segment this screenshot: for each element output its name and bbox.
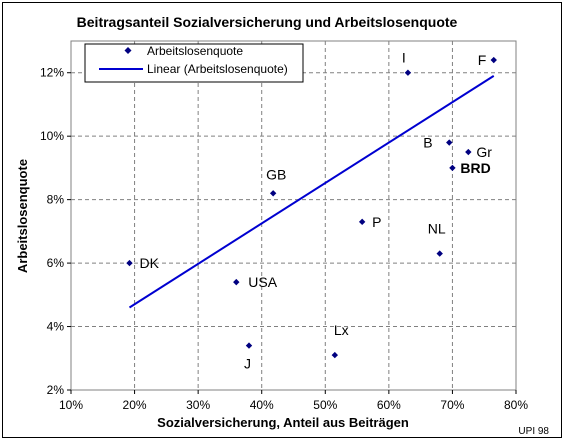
data-point-lx <box>331 351 339 359</box>
point-label-f: F <box>478 52 487 68</box>
point-label-j: J <box>244 356 251 372</box>
trendline-layer <box>128 75 495 309</box>
trendline <box>128 75 495 309</box>
y-axis-title: Arbeitslosenquote <box>15 159 30 273</box>
data-point-gb <box>269 190 277 197</box>
data-point-dk <box>126 259 133 267</box>
x-tick-label: 70% <box>440 398 464 412</box>
tick-labels: 10% 20% 30% 40% 50% 60% 70% 80% 2% 4% 6% 8% 10% 12% <box>40 66 528 412</box>
legend-entry-trendline: Linear (Arbeitslosenquote) <box>147 62 288 76</box>
legend-diamond-marker <box>124 47 132 54</box>
x-axis-title: Sozialversicherung, Anteil aus Beiträgen <box>157 415 409 430</box>
data-point-j <box>245 342 253 349</box>
y-tick-label: 2% <box>47 383 65 397</box>
point-label-usa: USA <box>248 274 277 290</box>
credit-text: UPI 98 <box>518 426 549 437</box>
data-point-p <box>358 218 366 226</box>
point-label-brd: BRD <box>460 160 490 176</box>
legend-entry-points: Arbeitslosenquote <box>147 44 243 58</box>
x-tick-label: 80% <box>504 398 528 412</box>
chart-title: Beitragsanteil Sozialversicherung und Ar… <box>77 14 458 30</box>
plot-area <box>70 40 517 391</box>
x-tick-label: 60% <box>377 398 401 412</box>
x-tick-label: 30% <box>186 398 210 412</box>
data-point-i <box>404 69 412 76</box>
data-point-usa <box>233 278 240 286</box>
legend-box <box>84 43 304 83</box>
point-label-dk: DK <box>139 255 159 271</box>
data-point-b <box>446 139 453 146</box>
chart-svg: Beitragsanteil Sozialversicherung und Ar… <box>15 14 549 437</box>
data-point-gr <box>465 148 472 156</box>
data-point-nl <box>436 250 443 257</box>
point-label-gr: Gr <box>476 144 492 160</box>
data-points <box>126 56 497 359</box>
y-tick-label: 6% <box>47 256 65 270</box>
x-tick-label: 50% <box>313 398 337 412</box>
point-label-b: B <box>423 135 432 151</box>
chart-frame: Beitragsanteil Sozialversicherung und Ar… <box>2 2 562 438</box>
data-point-f <box>490 56 497 64</box>
y-tick-label: 12% <box>40 66 64 80</box>
data-point-brd <box>449 164 456 172</box>
point-label-nl: NL <box>428 221 446 237</box>
y-tick-label: 4% <box>47 320 65 334</box>
point-label-p: P <box>372 214 381 230</box>
x-tick-label: 20% <box>123 398 147 412</box>
y-tick-label: 8% <box>47 193 65 207</box>
x-tick-label: 10% <box>59 398 83 412</box>
grid-lines <box>71 41 516 390</box>
legend: Arbeitslosenquote Linear (Arbeitslosenqu… <box>84 43 304 83</box>
x-tick-label: 40% <box>250 398 274 412</box>
point-label-i: I <box>402 50 406 66</box>
point-label-lx: Lx <box>334 322 349 338</box>
point-label-gb: GB <box>266 166 286 182</box>
y-tick-label: 10% <box>40 129 64 143</box>
